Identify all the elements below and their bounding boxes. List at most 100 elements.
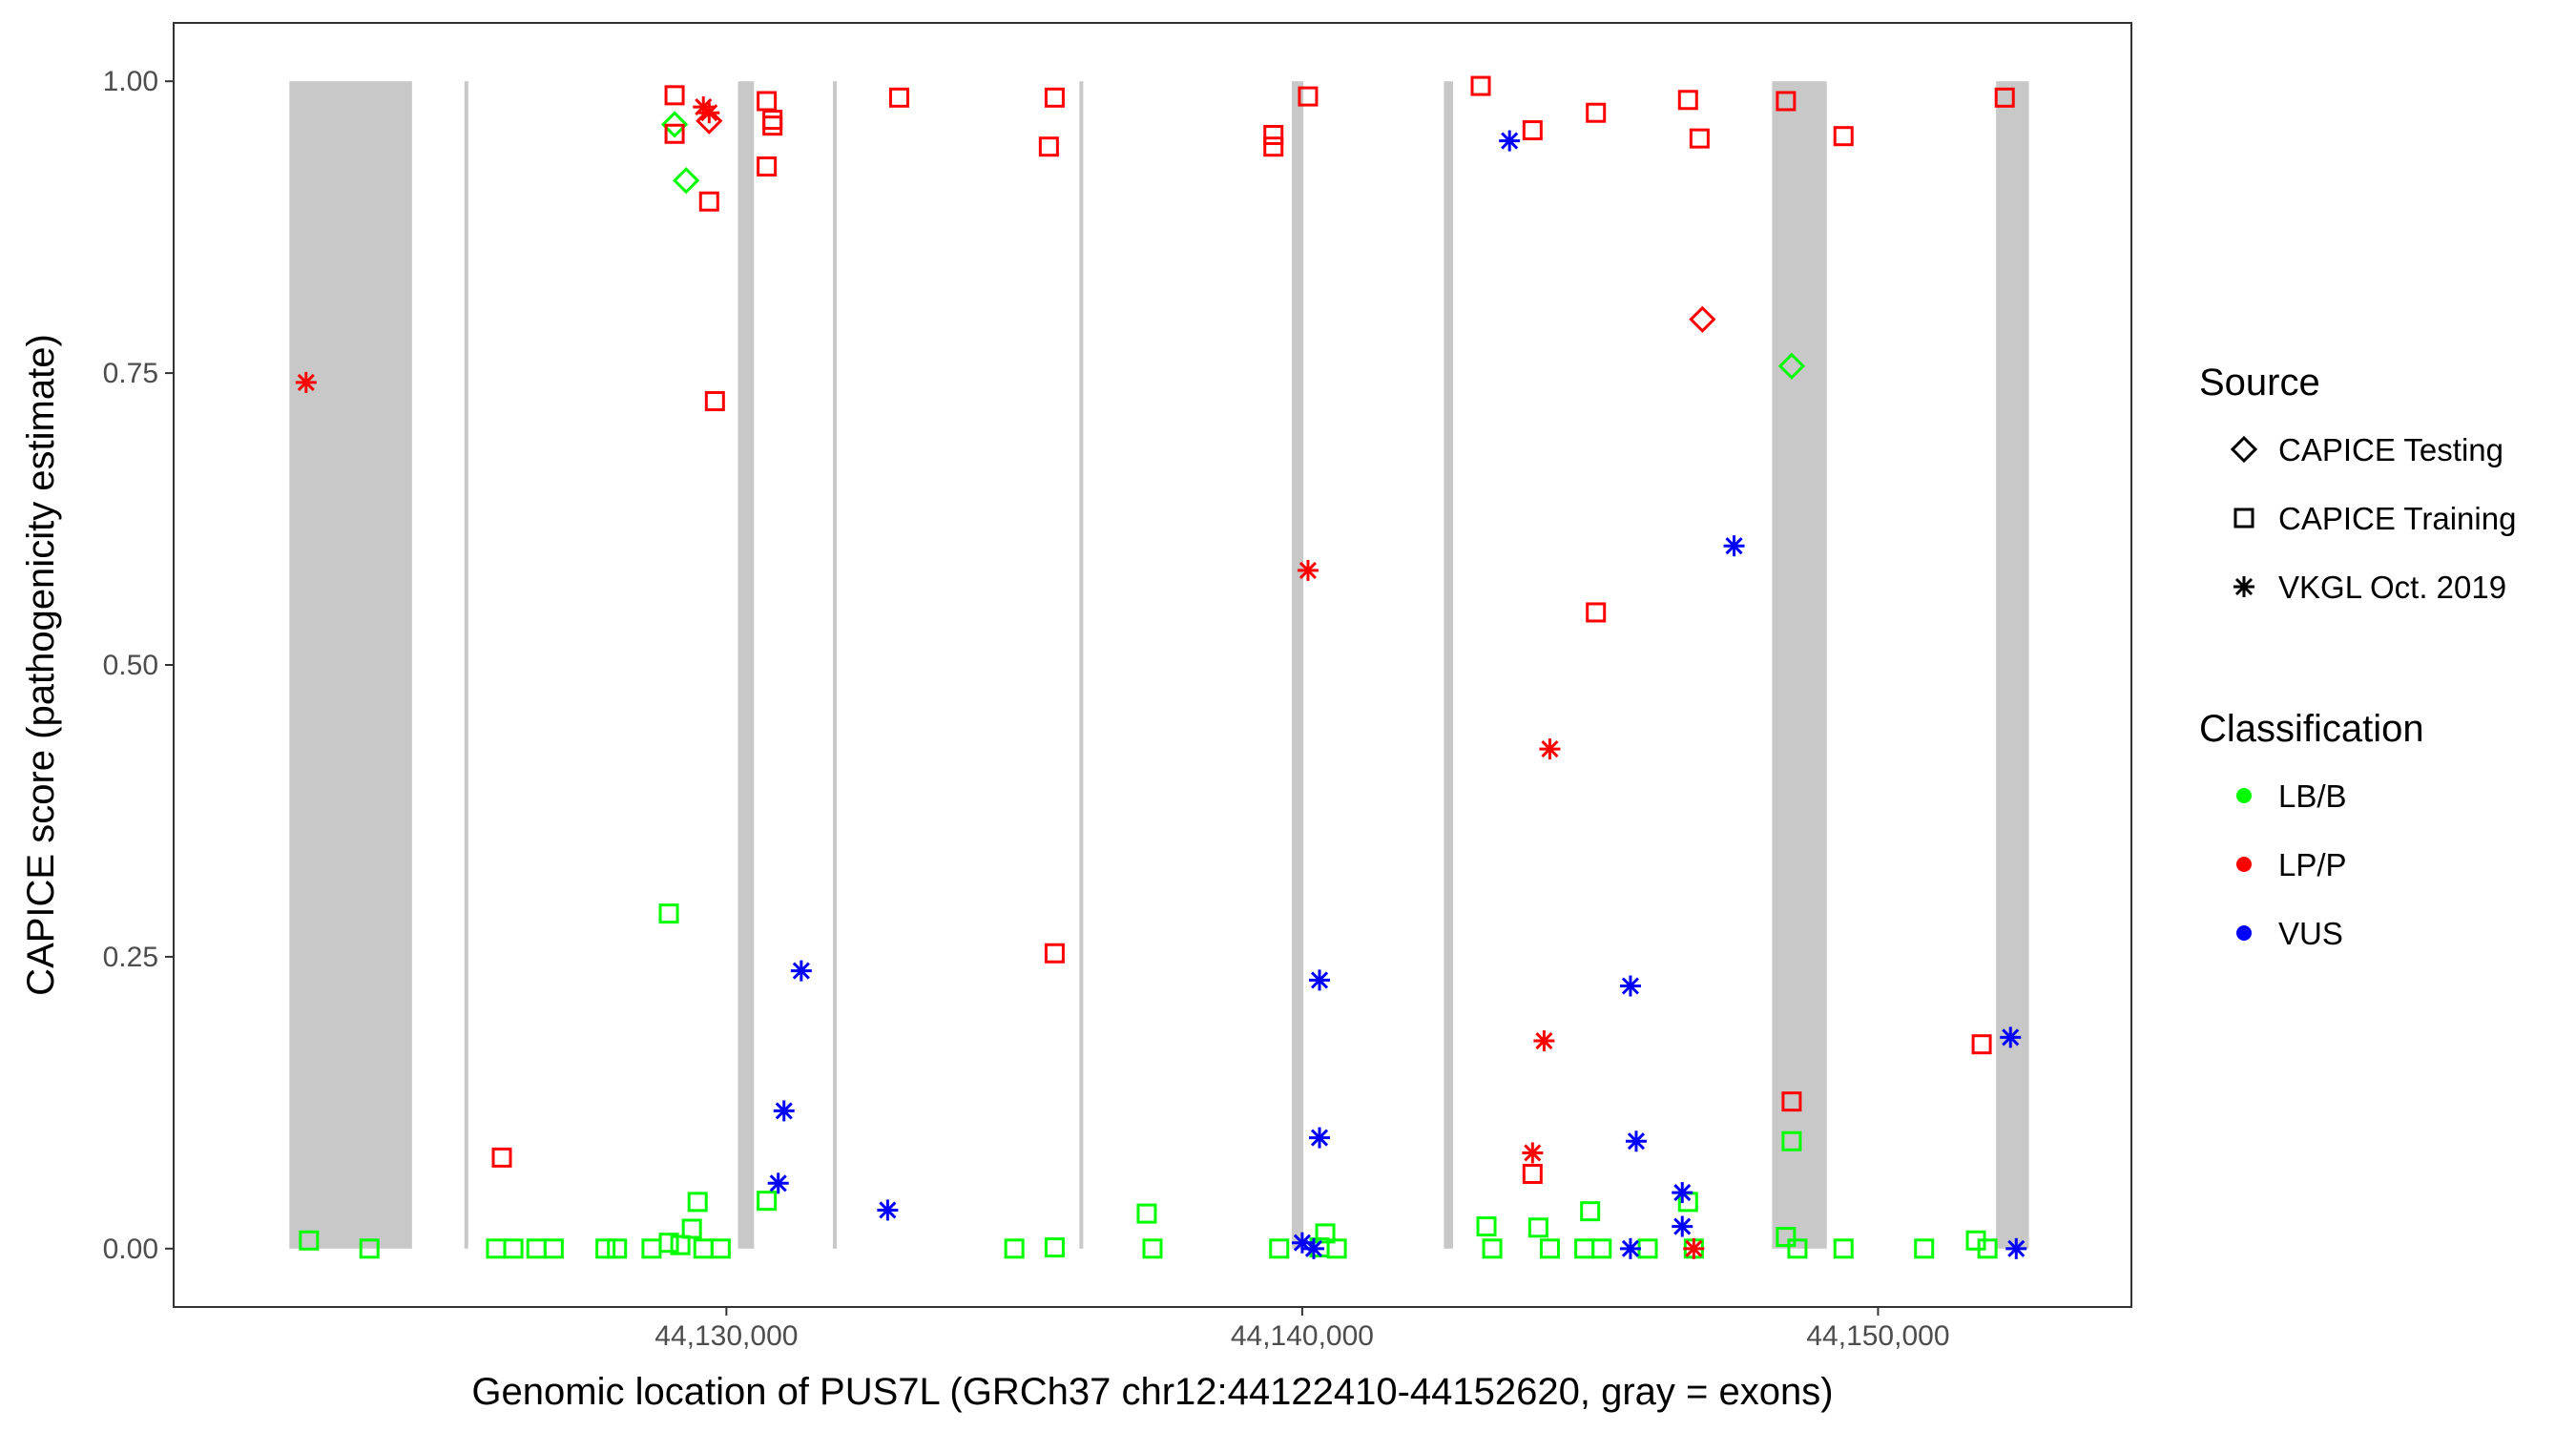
star-icon [2233, 576, 2254, 597]
data-point [1533, 1030, 1555, 1052]
data-point [1044, 943, 1065, 964]
data-point [1977, 1238, 1998, 1259]
data-point [888, 87, 909, 108]
data-point [757, 1191, 778, 1212]
data-point [767, 1172, 789, 1194]
exon-band [1444, 81, 1454, 1249]
data-point [1591, 1238, 1612, 1259]
exon-band [1079, 81, 1084, 1249]
data-point [658, 903, 679, 924]
y-tick-label: 0.75 [103, 358, 158, 389]
data-point [1672, 1215, 1693, 1237]
data-point [1994, 87, 2015, 108]
legend-item-class: LB/B [2236, 778, 2347, 814]
data-point [1142, 1238, 1163, 1259]
data-point [877, 1199, 899, 1221]
data-point [1263, 124, 1284, 145]
legend-item-label: LP/P [2278, 847, 2347, 882]
data-point [1482, 1238, 1503, 1259]
series-vkgl-oct-2019-lp-p [295, 96, 1705, 1259]
data-point [1499, 130, 1521, 152]
legend-item-label: CAPICE Testing [2278, 432, 2503, 467]
legend: Source CAPICE Testing CAPICE Training VKGL… [2199, 362, 2516, 951]
legend-item-star: VKGL Oct. 2019 [2233, 570, 2506, 605]
data-point [359, 1238, 380, 1259]
data-point [1689, 305, 1716, 333]
data-point [491, 1147, 512, 1168]
x-tick-label: 44,150,000 [1806, 1320, 1949, 1352]
data-point [762, 115, 783, 136]
data-point [1619, 975, 1641, 997]
data-point [698, 102, 720, 124]
data-point [1263, 136, 1284, 157]
data-point [1777, 352, 1806, 380]
series-capice-testing-lb-b [660, 111, 1806, 380]
y-axis: 0.00 0.25 0.50 0.75 1.00 [103, 66, 174, 1265]
data-point [696, 107, 723, 135]
data-point [1470, 75, 1491, 96]
legend-item-label: VKGL Oct. 2019 [2278, 570, 2506, 605]
data-point [670, 1234, 691, 1255]
data-point [1044, 1237, 1065, 1258]
y-tick-label: 1.00 [103, 66, 158, 97]
exon-band [833, 81, 838, 1249]
data-point [1004, 1238, 1025, 1259]
dot-icon [2236, 857, 2252, 872]
data-point [1522, 1164, 1543, 1185]
data-point [1522, 120, 1543, 141]
data-point [757, 91, 778, 112]
data-point [1776, 1227, 1797, 1248]
series-capice-testing-lp-p [696, 107, 1716, 333]
data-point [704, 390, 725, 411]
data-point [1297, 559, 1319, 581]
y-tick-label: 0.50 [103, 650, 158, 681]
y-tick-label: 0.00 [103, 1234, 158, 1265]
data-point [295, 371, 317, 393]
data-point [1476, 1216, 1497, 1237]
data-point [1539, 1238, 1560, 1259]
data-point [1619, 1237, 1641, 1259]
legend-classification-title: Classification [2199, 708, 2424, 750]
legend-item-label: VUS [2278, 916, 2343, 951]
exon-layer [289, 81, 2029, 1249]
data-point [660, 111, 689, 138]
data-point [1136, 1203, 1157, 1224]
data-point [1689, 128, 1710, 149]
data-point [1833, 126, 1854, 147]
legend-item-label: LB/B [2278, 778, 2347, 814]
data-point [1625, 1130, 1647, 1152]
legend-source-items: CAPICE Testing CAPICE Training VKGL Oct. 2… [2230, 432, 2516, 605]
data-point [1723, 535, 1745, 557]
data-point [1776, 91, 1797, 112]
y-axis-title: CAPICE score (pathogenicity estimate) [20, 334, 62, 996]
data-point [664, 123, 685, 144]
data-point [607, 1238, 628, 1259]
data-point [1787, 1238, 1808, 1259]
data-point [687, 1192, 708, 1213]
legend-item-square: CAPICE Training [2233, 501, 2516, 536]
data-point [543, 1238, 564, 1259]
series-capice-training-lp-p [491, 75, 2015, 1185]
data-point [710, 1238, 731, 1259]
data-point [2005, 1237, 2027, 1259]
data-point [1914, 1238, 1935, 1259]
data-point [595, 1238, 616, 1259]
y-tick-label: 0.25 [103, 942, 158, 973]
exon-band [1996, 81, 2029, 1249]
dot-icon [2236, 925, 2252, 941]
data-point [1672, 1182, 1693, 1204]
data-point [1683, 1237, 1705, 1259]
data-point [1586, 602, 1607, 623]
data-point [1971, 1034, 1992, 1055]
data-point [1586, 102, 1607, 123]
data-point [1677, 90, 1698, 111]
x-tick-label: 44,140,000 [1231, 1320, 1374, 1352]
x-axis: 44,130,000 44,140,000 44,150,000 [654, 1307, 1950, 1352]
data-point [1522, 1142, 1544, 1164]
data-point [757, 156, 778, 177]
data-point [790, 960, 812, 982]
data-point [1309, 1127, 1331, 1149]
data-point [503, 1238, 524, 1259]
x-axis-title: Genomic location of PUS7L (GRCh37 chr12:… [471, 1371, 1833, 1413]
